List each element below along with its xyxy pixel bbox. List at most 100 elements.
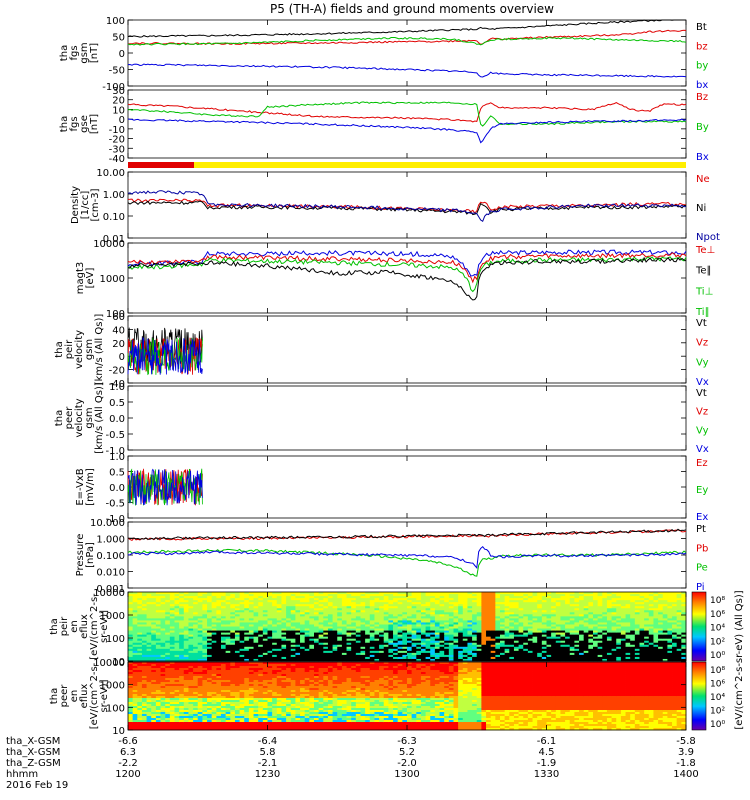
- heatmap-cell: [588, 638, 594, 642]
- heatmap-cell: [160, 630, 166, 633]
- heatmap-cell: [472, 646, 478, 650]
- y-tick-label: -30: [109, 144, 125, 155]
- heatmap-cell: [393, 642, 399, 646]
- heatmap-cell: [644, 596, 650, 599]
- heatmap-cell: [137, 632, 143, 636]
- heatmap-cell: [132, 648, 138, 652]
- heatmap-cell: [369, 646, 375, 650]
- heatmap-cell: [634, 640, 640, 644]
- heatmap-cell: [653, 644, 659, 648]
- heatmap-cell: [569, 644, 575, 648]
- heatmap-cell: [165, 704, 171, 707]
- heatmap-cell: [276, 630, 282, 633]
- heatmap-cell: [676, 626, 682, 629]
- heatmap-cell: [667, 600, 673, 603]
- heatmap-cell: [569, 652, 575, 656]
- heatmap-cell: [300, 654, 306, 658]
- heatmap-cell: [286, 638, 292, 642]
- heatmap-cell: [128, 630, 134, 633]
- heatmap-cell: [230, 620, 236, 623]
- heatmap-cell: [620, 632, 626, 636]
- heatmap-cell: [430, 616, 436, 619]
- heatmap-cell: [490, 634, 496, 638]
- heatmap-cell: [151, 626, 157, 629]
- heatmap-cell: [155, 700, 161, 703]
- heatmap-cell: [504, 626, 510, 629]
- heatmap-cell: [579, 628, 585, 631]
- heatmap-cell: [216, 656, 222, 660]
- heatmap-cell: [620, 622, 626, 625]
- heatmap-cell: [648, 620, 654, 623]
- heatmap-cell: [369, 648, 375, 652]
- heatmap-cell: [434, 620, 440, 623]
- heatmap-cell: [602, 644, 608, 648]
- heatmap-cell: [169, 600, 175, 603]
- heatmap-cell: [262, 622, 268, 625]
- heatmap-cell: [309, 644, 315, 648]
- heatmap-cell: [272, 618, 278, 621]
- heatmap-cell: [630, 612, 636, 615]
- heatmap-cell: [602, 656, 608, 660]
- heatmap-cell: [155, 598, 161, 601]
- heatmap-cell: [309, 604, 315, 607]
- heatmap-cell: [304, 650, 310, 654]
- heatmap-cell: [369, 640, 375, 644]
- heatmap-cell: [146, 646, 152, 650]
- heatmap-cell: [583, 630, 589, 633]
- heatmap-cell: [207, 610, 213, 613]
- heatmap-cell: [165, 650, 171, 654]
- heatmap-cell: [420, 652, 426, 656]
- heatmap-cell: [644, 654, 650, 658]
- heatmap-cell: [597, 658, 603, 662]
- heatmap-cell: [202, 672, 208, 675]
- y-axis-label-line: peer: [64, 406, 75, 430]
- heatmap-cell: [202, 620, 208, 623]
- heatmap-cell: [634, 650, 640, 654]
- heatmap-cell: [513, 606, 519, 609]
- heatmap-cell: [318, 638, 324, 642]
- heatmap-cell: [141, 716, 147, 719]
- heatmap-cell: [541, 592, 547, 595]
- heatmap-cell: [197, 692, 203, 695]
- heatmap-cell: [244, 600, 250, 603]
- heatmap-cell: [518, 624, 524, 627]
- heatmap-cell: [481, 640, 487, 644]
- heatmap-cell: [193, 680, 199, 683]
- heatmap-cell: [560, 624, 566, 627]
- heatmap-cell: [486, 624, 492, 627]
- heatmap-cell: [346, 606, 352, 609]
- heatmap-cell: [551, 638, 557, 642]
- heatmap-cell: [402, 634, 408, 638]
- heatmap-cell: [388, 612, 394, 615]
- heatmap-cell: [318, 630, 324, 633]
- heatmap-cell: [509, 624, 515, 627]
- heatmap-cell: [662, 630, 668, 633]
- heatmap-cell: [230, 622, 236, 625]
- heatmap-cell: [379, 610, 385, 613]
- heatmap-cell: [197, 716, 203, 719]
- heatmap-cell: [193, 684, 199, 687]
- heatmap-cell: [318, 632, 324, 636]
- heatmap-cell: [648, 608, 654, 611]
- heatmap-cell: [151, 628, 157, 631]
- heatmap-cell: [560, 656, 566, 660]
- series-Ti_perp: [127, 249, 687, 277]
- heatmap-cell: [620, 626, 626, 629]
- heatmap-cell: [165, 598, 171, 601]
- heatmap-cell: [606, 618, 612, 621]
- heatmap-cell: [179, 616, 185, 619]
- heatmap-cell: [360, 652, 366, 656]
- heatmap-cell: [551, 592, 557, 595]
- heatmap-cell: [314, 644, 320, 648]
- heatmap-cell: [193, 648, 199, 652]
- heatmap-cell: [332, 634, 338, 638]
- heatmap-cell: [518, 650, 524, 654]
- heatmap-cell: [137, 686, 143, 689]
- heatmap-cell: [165, 722, 171, 725]
- heatmap-cell: [532, 614, 538, 617]
- heatmap-cell: [388, 618, 394, 621]
- heatmap-cell: [290, 604, 296, 607]
- heatmap-cell: [444, 592, 450, 595]
- heatmap-cell: [597, 620, 603, 623]
- heatmap-cell: [448, 640, 454, 644]
